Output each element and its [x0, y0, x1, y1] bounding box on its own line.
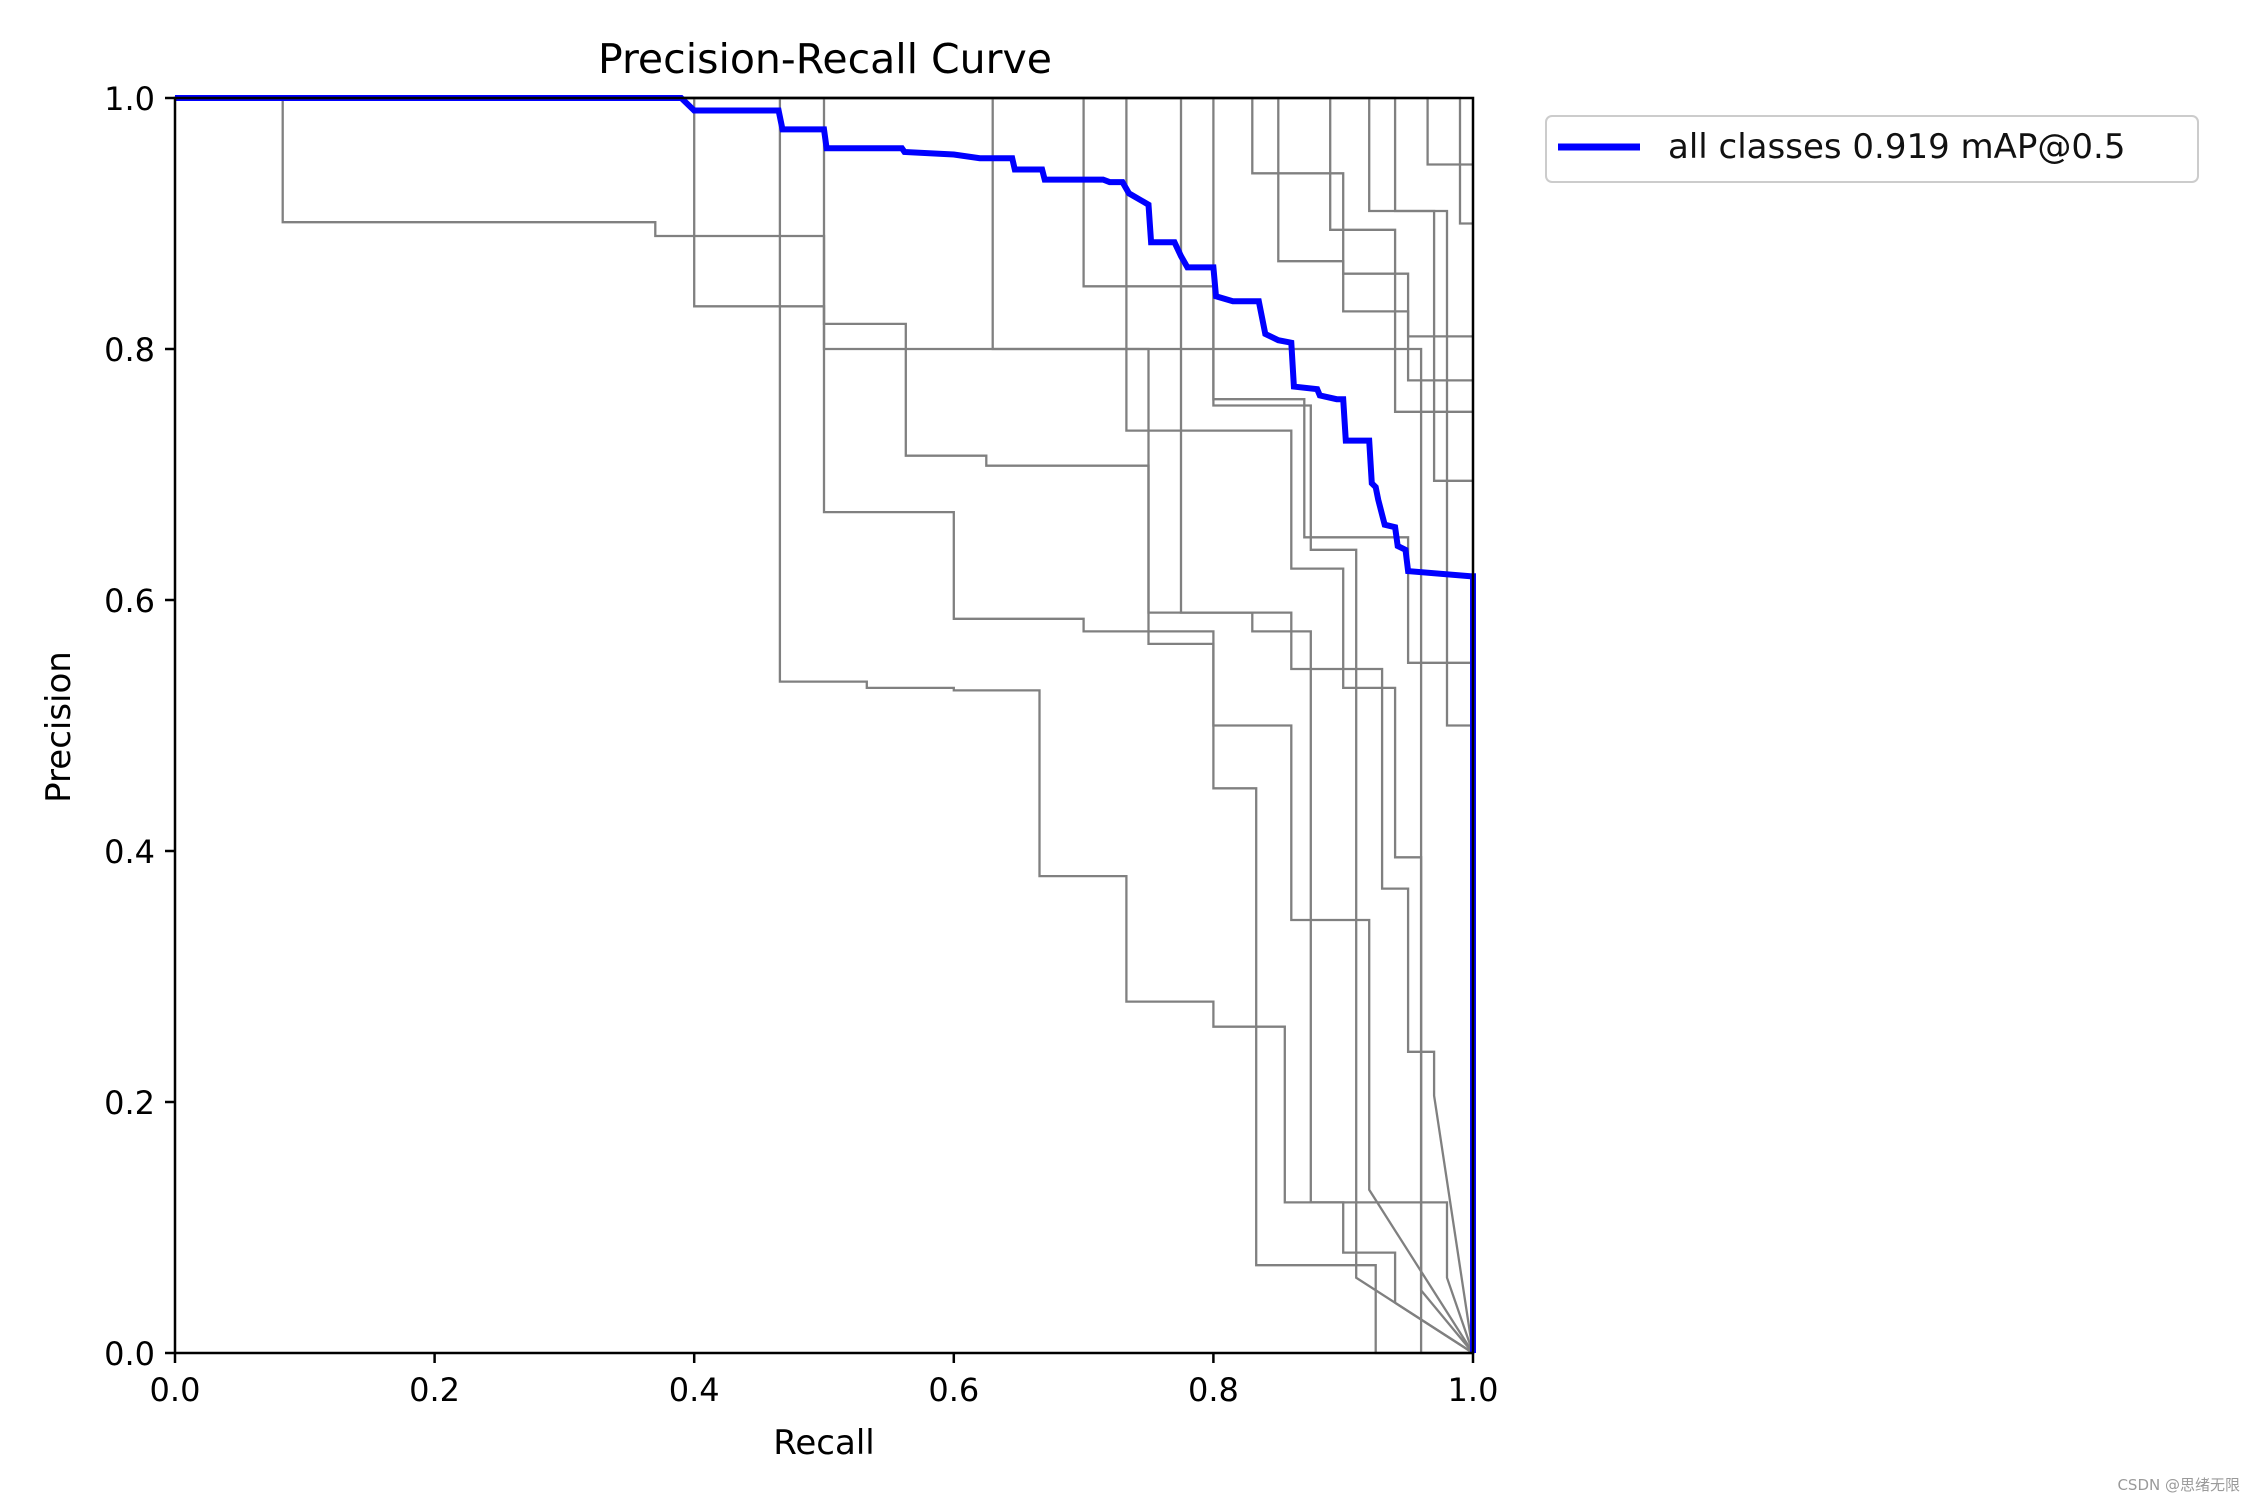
y-tick-label: 0.0 — [104, 1335, 155, 1373]
x-tick-label: 0.0 — [150, 1371, 201, 1409]
series-line-class-1 — [175, 96, 1474, 1354]
y-tick-label: 0.4 — [104, 833, 155, 871]
series-line-class-7 — [175, 96, 1473, 1355]
x-axis-label: Recall — [773, 1423, 874, 1463]
watermark: CSDN @思绪无限 — [2117, 1476, 2240, 1494]
legend-box — [1545, 115, 2199, 183]
y-tick-label: 0.2 — [104, 1084, 155, 1122]
series-line-class-11 — [175, 96, 1473, 382]
series-line-class-3 — [175, 96, 1474, 1354]
x-tick-label: 0.4 — [669, 1371, 720, 1409]
x-tick-label: 0.8 — [1188, 1371, 1239, 1409]
series-line-all-classes — [175, 95, 1476, 1353]
series-line-class-6 — [175, 96, 1474, 1354]
y-tick-label: 0.6 — [104, 582, 155, 620]
chart-title: Precision-Recall Curve — [598, 35, 1052, 83]
plot-frame — [173, 96, 1475, 1355]
series-line-class-5 — [175, 96, 1473, 1355]
series-line-class-9 — [175, 96, 1473, 664]
legend-label: all classes 0.919 mAP@0.5 — [1668, 127, 2125, 167]
x-tick-label: 0.2 — [409, 1371, 460, 1409]
series-line-class-8 — [175, 96, 1475, 1354]
x-axis-ticks: 0.0 0.2 0.4 0.6 0.8 1.0 — [150, 1353, 1499, 1409]
x-tick-label: 0.6 — [928, 1371, 979, 1409]
y-tick-label: 0.8 — [104, 331, 155, 369]
y-axis-ticks: 0.0 0.2 0.4 0.6 0.8 1.0 — [104, 80, 175, 1373]
x-tick-label: 1.0 — [1448, 1371, 1499, 1409]
legend: all classes 0.919 mAP@0.5 — [1545, 115, 2199, 183]
y-axis-label: Precision — [39, 651, 79, 803]
y-tick-label: 1.0 — [104, 80, 155, 118]
